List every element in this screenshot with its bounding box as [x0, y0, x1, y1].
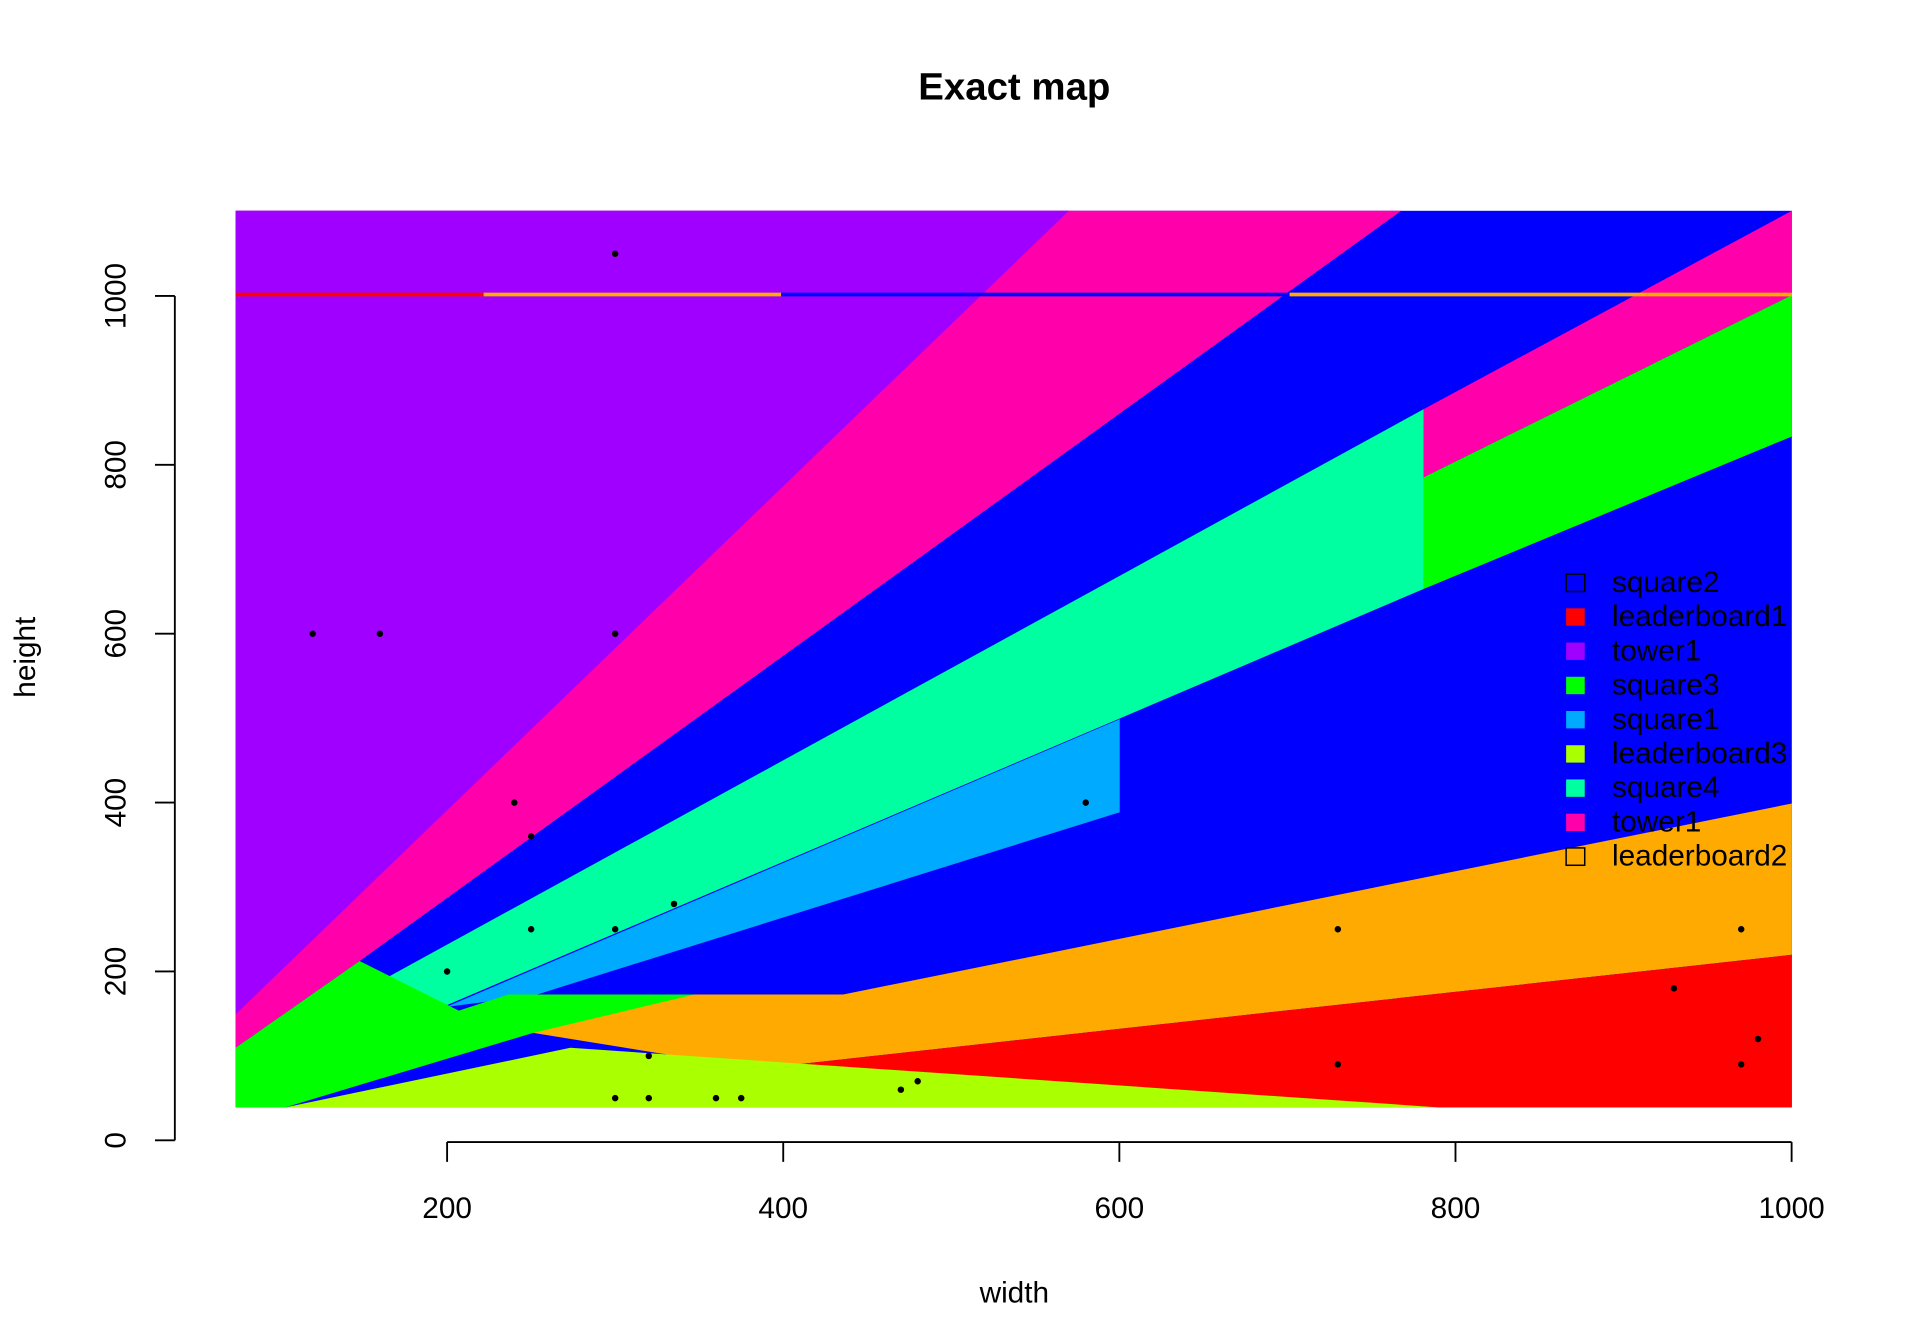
- point: [611, 630, 619, 637]
- point: [897, 1086, 905, 1093]
- legend-swatch: [1566, 813, 1585, 832]
- legend-label: square1: [1612, 703, 1720, 736]
- y-tick-label: 0: [100, 1132, 133, 1149]
- point: [376, 630, 384, 637]
- region: [285, 1047, 1439, 1108]
- legend-swatch: [1566, 711, 1585, 729]
- legend-label: tower1: [1612, 634, 1701, 667]
- x-tick-label: 200: [422, 1192, 472, 1225]
- y-tick-label: 1000: [100, 263, 133, 329]
- point: [1737, 1061, 1745, 1068]
- legend-swatch: [1566, 745, 1585, 763]
- point: [611, 926, 619, 933]
- y-tick-label: 600: [100, 609, 133, 659]
- point: [914, 1078, 921, 1085]
- region: [756, 954, 1792, 1108]
- region: [235, 961, 695, 1108]
- point: [737, 1094, 745, 1102]
- legend-label: leaderboard2: [1612, 840, 1787, 873]
- point: [1082, 799, 1089, 806]
- point: [527, 833, 535, 840]
- point: [1670, 985, 1678, 992]
- legend-label: square3: [1612, 669, 1720, 702]
- point: [611, 250, 619, 257]
- x-tick-label: 1000: [1759, 1192, 1825, 1225]
- point: [309, 630, 316, 637]
- legend-swatch: [1565, 573, 1586, 593]
- legend-label: leaderboard1: [1612, 600, 1787, 633]
- legend-swatch: [1566, 676, 1585, 695]
- point: [1334, 926, 1342, 933]
- region: [483, 292, 782, 297]
- x-tick-label: 600: [1095, 1192, 1145, 1225]
- legend-swatch: [1566, 608, 1585, 626]
- legend-label: square4: [1612, 771, 1720, 804]
- legend-swatch: [1566, 642, 1585, 660]
- y-tick-label: 800: [100, 440, 133, 490]
- point: [1737, 926, 1745, 933]
- chart-body: Exact map width height 200 400 600 800 1000 0…: [9, 65, 1825, 1309]
- y-axis-label: height: [9, 616, 42, 698]
- point: [1754, 1035, 1762, 1043]
- y-tick-label: 400: [100, 778, 133, 828]
- y-tick-label: 200: [100, 947, 133, 997]
- x-tick-label: 400: [758, 1192, 808, 1225]
- point: [712, 1094, 720, 1102]
- x-axis-label: width: [979, 1276, 1049, 1309]
- region-map: [235, 210, 1792, 1108]
- point: [611, 1094, 619, 1102]
- region: [235, 292, 484, 297]
- chart-title: Exact map: [918, 65, 1110, 108]
- x-tick-label: 800: [1431, 1192, 1481, 1225]
- point: [1334, 1061, 1342, 1068]
- region: [781, 292, 1290, 297]
- region: [446, 719, 1120, 1007]
- legend-label: tower1: [1612, 805, 1701, 838]
- region: [1423, 295, 1792, 589]
- region: [1423, 210, 1792, 478]
- point: [443, 968, 451, 975]
- region: [508, 803, 1792, 1069]
- point: [645, 1094, 653, 1102]
- region: [1289, 292, 1792, 297]
- region: [372, 409, 1424, 1011]
- point: [670, 900, 678, 908]
- point: [645, 1052, 653, 1060]
- point: [511, 799, 518, 806]
- point: [527, 926, 535, 933]
- legend-label: leaderboard3: [1612, 737, 1787, 770]
- legend-swatch: [1565, 847, 1586, 867]
- legend-swatch: [1566, 779, 1585, 797]
- legend-label: square2: [1612, 566, 1720, 599]
